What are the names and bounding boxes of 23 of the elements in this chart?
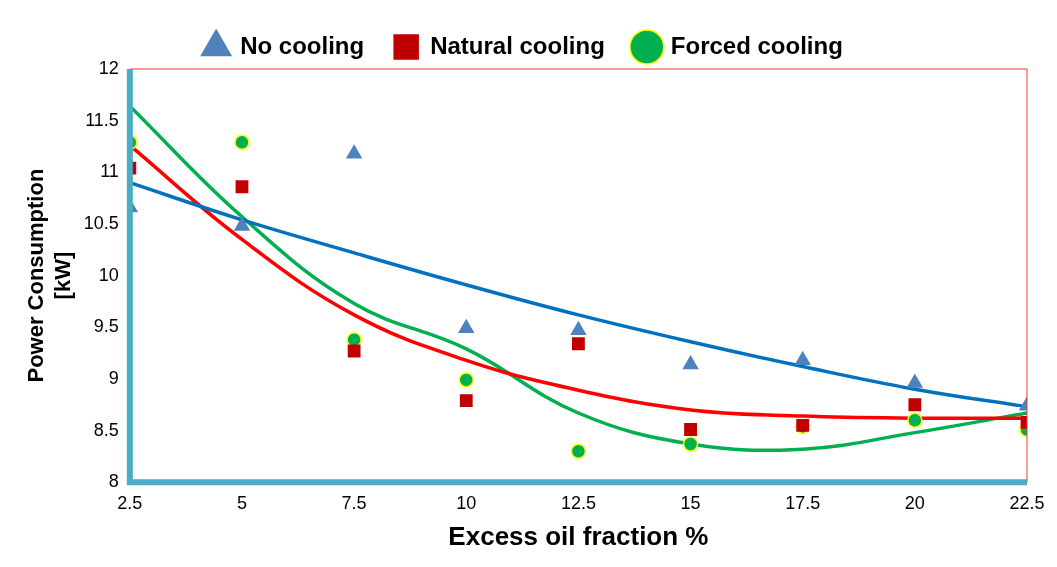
y-tick-label: 9.5 bbox=[93, 316, 119, 337]
legend-label: Natural cooling bbox=[430, 31, 605, 59]
x-tick-label: 22.5 bbox=[1009, 492, 1045, 513]
x-tick-label: 17.5 bbox=[785, 492, 821, 513]
y-tick-label: 9 bbox=[108, 367, 119, 388]
x-tick-label: 2.5 bbox=[117, 492, 143, 513]
x-tick-label: 20 bbox=[904, 492, 925, 513]
x-tick-label: 10 bbox=[456, 492, 477, 513]
legend-label: Forced cooling bbox=[670, 31, 843, 59]
y-tick-label: 8 bbox=[108, 471, 119, 492]
legend-label: No cooling bbox=[240, 31, 365, 59]
x-axis-title: Excess oil fraction % bbox=[448, 520, 709, 551]
y-tick-label: 8.5 bbox=[93, 419, 119, 440]
x-tick-label: 15 bbox=[680, 492, 701, 513]
y-tick-label: 11 bbox=[100, 161, 119, 182]
x-tick-label: 12.5 bbox=[560, 492, 596, 513]
x-tick-label: 7.5 bbox=[341, 492, 367, 513]
y-tick-label: 12 bbox=[98, 57, 119, 78]
y-axis-title: Power Consumption [kW] bbox=[23, 168, 75, 383]
y-tick-label: 10 bbox=[98, 264, 119, 285]
x-tick-label: 5 bbox=[236, 492, 247, 513]
y-tick-label: 11.5 bbox=[85, 109, 119, 130]
y-tick-label: 10.5 bbox=[83, 212, 119, 233]
